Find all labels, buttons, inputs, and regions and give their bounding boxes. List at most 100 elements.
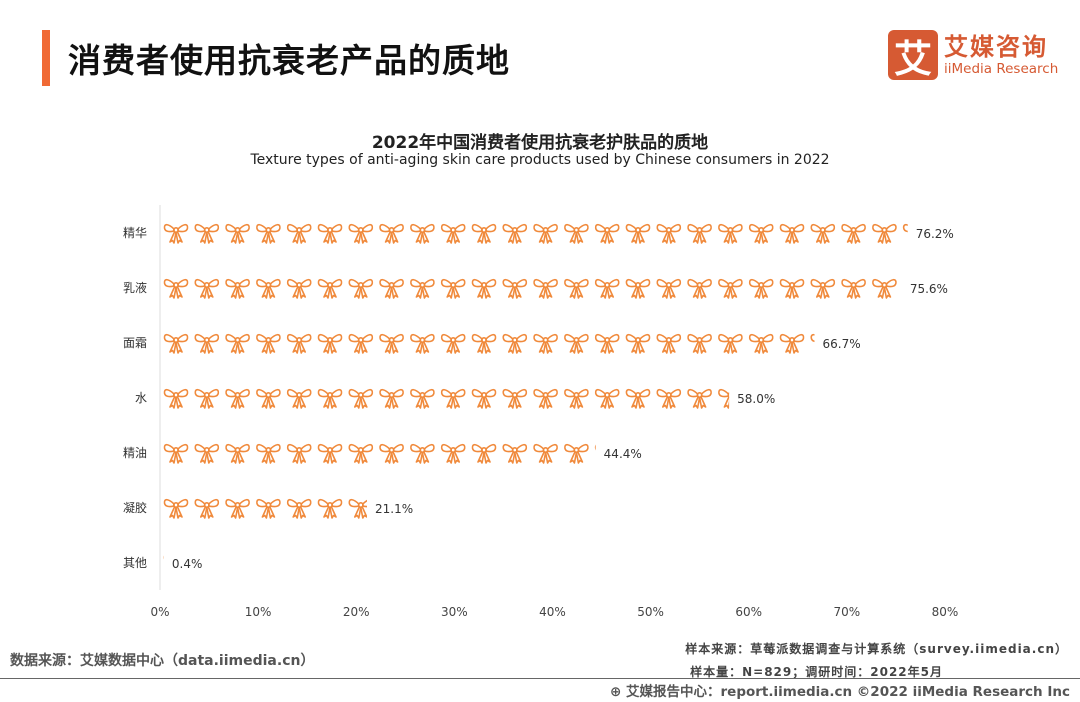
bow-icon [286,223,312,244]
bow-icon [594,223,620,244]
bar-5 [163,498,368,519]
bow-icon [348,498,368,519]
bow-icon [194,498,220,519]
bow-icon [841,278,866,299]
bow-icon [502,333,528,354]
bow-icon [225,333,250,354]
bow-icon [748,333,774,354]
bow-icon [533,223,558,244]
logo-cn: 艾媒咨询 [944,33,1048,61]
bow-icon [656,333,682,354]
bow-icon [687,223,712,244]
bow-icon [163,278,189,299]
bow-icon [841,223,866,244]
bow-icon [471,333,497,354]
bow-icon [194,333,220,354]
bow-icon [163,223,189,244]
value-label: 76.2% [916,227,954,241]
category-label: 面霜 [123,336,147,350]
bow-icon [163,498,189,519]
bow-icon [872,223,897,244]
bow-icon [286,388,312,409]
bow-icon [256,498,281,519]
category-label: 其他 [123,556,147,570]
x-tick-label: 20% [343,605,370,619]
bow-icon [163,333,189,354]
bow-icon [379,443,404,464]
page-title: 消费者使用抗衰老产品的质地 [68,41,510,80]
bow-icon [502,278,528,299]
sample-source: 样本来源：草莓派数据调查与计算系统（survey.iimedia.cn） [685,642,1068,656]
bow-icon [225,223,250,244]
logo-en: iiMedia Research [944,61,1059,77]
bow-icon [348,333,374,354]
bow-icon [194,443,220,464]
bow-icon [594,388,620,409]
bar-2 [163,333,815,354]
bow-icon [687,388,712,409]
category-label: 精油 [123,446,147,460]
bow-icon [379,333,404,354]
x-tick-label: 40% [539,605,566,619]
data-source: 数据来源：艾媒数据中心（data.iimedia.cn） [10,653,315,669]
bow-icon [379,388,404,409]
bow-icon [533,443,558,464]
value-label: 66.7% [822,337,860,351]
bow-icon [471,388,497,409]
bow-icon [348,388,374,409]
category-label: 乳液 [123,280,147,295]
bow-icon [779,278,805,299]
bow-icon [718,278,743,299]
bow-icon [225,498,250,519]
bow-icon [564,278,589,299]
bow-icon [286,498,312,519]
bow-icon [718,223,743,244]
value-label: 75.6% [910,282,948,296]
x-tick-label: 0% [150,605,169,619]
bow-icon [594,333,620,354]
bow-icon [194,223,220,244]
bow-icon [471,278,497,299]
bow-icon [564,443,589,464]
globe-icon: ⊕ [609,684,626,700]
bow-icon [533,278,558,299]
bow-icon [256,443,281,464]
bar-0 [163,223,908,244]
bow-icon [317,278,343,299]
bow-icon [256,333,281,354]
bow-icon [348,223,374,244]
bow-icon [348,278,374,299]
chart-subtitle: Texture types of anti-aging skin care pr… [250,152,830,168]
bow-icon [379,223,404,244]
bow-icon [564,333,589,354]
bow-icon [410,388,435,409]
bow-icon [471,223,497,244]
bow-icon [656,388,682,409]
bow-icon [410,278,435,299]
bow-icon [317,333,343,354]
report-footer: ⊕ 艾媒报告中心：report.iimedia.cn ©2022 iiMedia… [610,680,1070,700]
x-tick-label: 10% [245,605,272,619]
bar-1 [163,278,897,299]
bow-icon [687,333,712,354]
bow-icon [440,443,466,464]
x-tick-label: 60% [735,605,762,619]
title-accent-bar [42,30,50,86]
x-tick-label: 30% [441,605,468,619]
bow-icon [410,443,435,464]
bow-icon [625,388,651,409]
bow-icon [317,443,343,464]
bow-icon [410,333,435,354]
bow-icon [440,278,466,299]
bow-icon [625,333,651,354]
bow-icon [163,443,189,464]
bow-icon [502,443,528,464]
bow-icon [471,443,497,464]
bow-icon [440,223,466,244]
bow-icon [718,333,743,354]
bow-icon [564,223,589,244]
bow-icon [748,223,774,244]
bow-icon [625,278,651,299]
bow-icon [779,223,805,244]
bow-icon [748,278,774,299]
